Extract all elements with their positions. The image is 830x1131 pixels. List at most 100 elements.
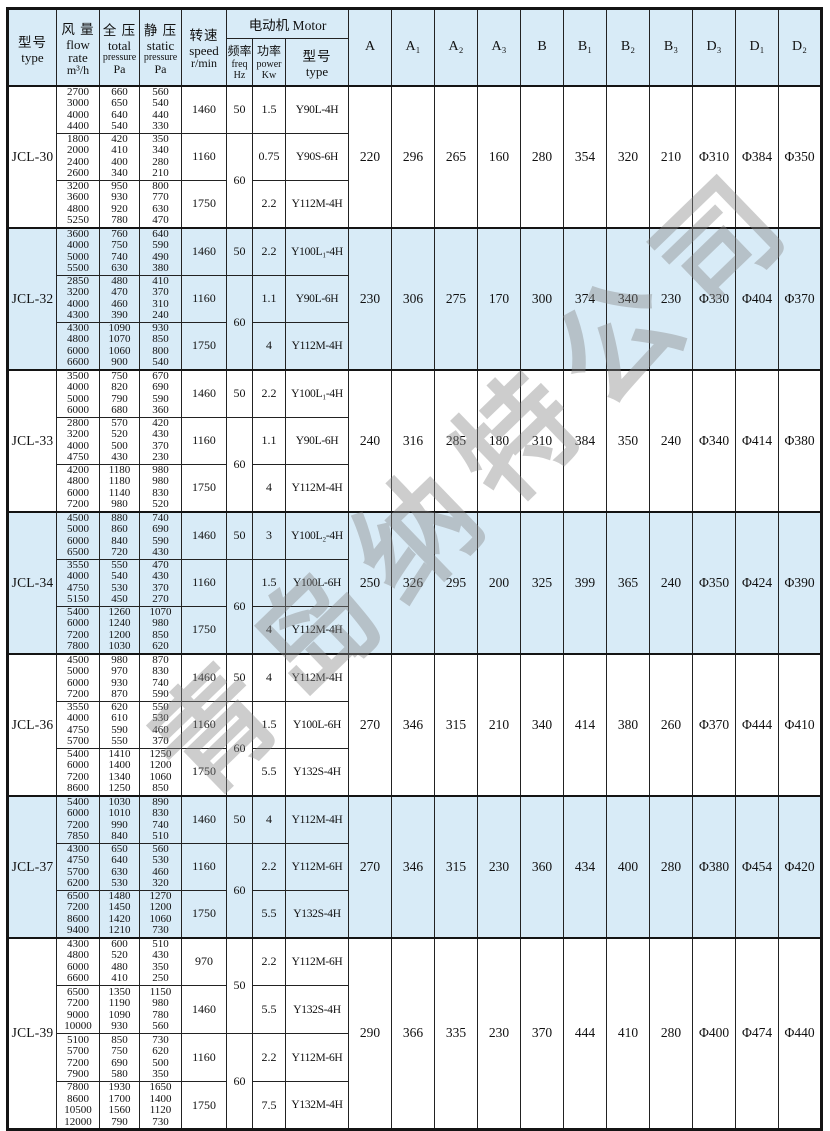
frequency-cell: 60 bbox=[226, 1033, 253, 1130]
total-pressure-cell: 980 970 930 870 bbox=[99, 652, 140, 702]
frequency-cell: 50 bbox=[226, 510, 253, 560]
col-header-flow-rate: 风 量 flow rate m³/h bbox=[56, 8, 100, 86]
motor-model-cell: Y112M-4H bbox=[284, 463, 350, 512]
dimension-cell-10: Φ440 bbox=[778, 936, 823, 1130]
power-cell: 1.5 bbox=[252, 700, 286, 749]
dimension-cell-1: 326 bbox=[391, 510, 436, 654]
total-pressure-cell: 1090 1070 1060 900 bbox=[99, 321, 140, 370]
col-header-motor-model: 型号 type bbox=[284, 38, 350, 86]
dimension-cell-4: 360 bbox=[520, 794, 565, 938]
dimension-cell-2: 275 bbox=[434, 226, 479, 370]
speed-cell: 1160 bbox=[181, 274, 227, 323]
spec-row: JCL-39 4300 4800 6000 6600 600 520 480 410… bbox=[7, 936, 823, 1130]
speed-cell: 1750 bbox=[181, 747, 227, 796]
speed-cell: 970 bbox=[181, 936, 227, 986]
frequency-cell: 50 bbox=[226, 936, 253, 1034]
total-pressure-cell: 950 930 920 780 bbox=[99, 179, 140, 228]
total-pressure-cell: 1410 1400 1340 1250 bbox=[99, 747, 140, 796]
dimension-cell-2: 315 bbox=[434, 794, 479, 938]
dimension-cell-3: 180 bbox=[477, 368, 522, 512]
dimension-cell-3: 170 bbox=[477, 226, 522, 370]
flow-rate-cell: 4500 5000 6000 7200 bbox=[56, 652, 100, 702]
speed-cell: 1750 bbox=[181, 1081, 227, 1130]
spec-row: JCL-32 3600 4000 5000 5500 760 750 740 630… bbox=[7, 226, 823, 370]
total-pressure-cell: 480 470 460 390 bbox=[99, 274, 140, 323]
static-pressure-cell: 870 830 740 590 bbox=[139, 652, 182, 702]
static-pressure-cell: 670 690 590 360 bbox=[139, 368, 182, 418]
col-header-frequency: 频率 freq Hz bbox=[226, 38, 253, 86]
motor-model-cell: Y90L-6H bbox=[284, 416, 350, 465]
static-pressure-cell: 510 430 350 250 bbox=[139, 936, 182, 986]
speed-cell: 1460 bbox=[181, 510, 227, 560]
flow-rate-cell: 7800 8600 10500 12000 bbox=[56, 1081, 100, 1130]
flow-rate-cell: 5400 6000 7200 8600 bbox=[56, 747, 100, 796]
speed-cell: 1460 bbox=[181, 226, 227, 276]
static-pressure-cell: 1150 980 780 560 bbox=[139, 985, 182, 1034]
dimension-cell-1: 366 bbox=[391, 936, 436, 1130]
motor-model-cell: Y100L₁-4H bbox=[284, 368, 350, 418]
col-header-dim-A: A bbox=[348, 8, 393, 86]
dimension-cell-2: 315 bbox=[434, 652, 479, 796]
flow-rate-cell: 4300 4800 6000 6600 bbox=[56, 321, 100, 370]
dimension-cell-7: 260 bbox=[649, 652, 694, 796]
power-cell: 4 bbox=[252, 794, 286, 844]
spec-row: 5400 6000 7200 8600 1410 1400 1340 1250 12… bbox=[8, 747, 822, 796]
dimension-cell-7: 280 bbox=[649, 794, 694, 938]
spec-row: 4300 4800 6000 6600 1090 1070 1060 900 930… bbox=[8, 321, 822, 370]
dimension-cell-6: 380 bbox=[606, 652, 651, 796]
col-header-dim-B2: B₂ bbox=[606, 8, 651, 86]
col-header-dim-A3: A₃ bbox=[477, 8, 522, 86]
flow-rate-cell: 4300 4800 6000 6600 bbox=[56, 936, 100, 986]
dimension-cell-0: 220 bbox=[348, 84, 393, 228]
dimension-cell-2: 285 bbox=[434, 368, 479, 512]
dimension-cell-8: Φ330 bbox=[692, 226, 737, 370]
motor-model-cell: Y112M-6H bbox=[284, 842, 350, 891]
static-pressure-cell: 730 620 500 350 bbox=[139, 1033, 182, 1082]
motor-model-cell: Y100L₁-4H bbox=[284, 226, 350, 276]
flow-rate-cell: 2800 3200 4000 4750 bbox=[56, 416, 100, 465]
fan-spec-table: 型号 type 风 量 flow rate m³/h 全 压 total pre… bbox=[6, 7, 824, 1131]
dimension-cell-3: 210 bbox=[477, 652, 522, 796]
spec-row: JCL-34 4500 5000 6000 6500 880 860 840 720… bbox=[7, 510, 823, 654]
model-label: JCL-36 bbox=[7, 652, 57, 796]
spec-row: JCL-33 3500 4000 5000 6000 750 820 790 680… bbox=[7, 368, 823, 512]
speed-cell: 1460 bbox=[181, 368, 227, 418]
dimension-cell-9: Φ454 bbox=[735, 794, 780, 938]
flow-rate-cell: 3500 4000 5000 6000 bbox=[56, 368, 100, 418]
static-pressure-cell: 930 850 800 540 bbox=[139, 321, 182, 370]
dimension-cell-4: 310 bbox=[520, 368, 565, 512]
col-header-total-pressure: 全 压 total pressure Pa bbox=[99, 8, 140, 86]
dimension-cell-5: 434 bbox=[563, 794, 608, 938]
dimension-cell-6: 350 bbox=[606, 368, 651, 512]
dimension-cell-4: 300 bbox=[520, 226, 565, 370]
dimension-cell-0: 270 bbox=[348, 794, 393, 938]
dimension-cell-6: 365 bbox=[606, 510, 651, 654]
total-pressure-cell: 570 520 500 430 bbox=[99, 416, 140, 465]
flow-rate-cell: 2850 3200 4000 4300 bbox=[56, 274, 100, 323]
total-pressure-cell: 1480 1450 1420 1210 bbox=[99, 889, 140, 938]
dimension-cell-2: 335 bbox=[434, 936, 479, 1130]
motor-model-cell: Y112M-6H bbox=[284, 1033, 350, 1082]
frequency-cell: 50 bbox=[226, 794, 253, 844]
dimension-cell-1: 346 bbox=[391, 794, 436, 938]
flow-rate-cell: 1800 2000 2400 2600 bbox=[56, 132, 100, 181]
static-pressure-cell: 560 530 460 320 bbox=[139, 842, 182, 891]
dimension-cell-9: Φ384 bbox=[735, 84, 780, 228]
static-pressure-cell: 980 980 830 520 bbox=[139, 463, 182, 512]
power-cell: 1.5 bbox=[252, 84, 286, 134]
motor-model-cell: Y112M-4H bbox=[284, 652, 350, 702]
total-pressure-cell: 760 750 740 630 bbox=[99, 226, 140, 276]
motor-model-cell: Y90L-4H bbox=[284, 84, 350, 134]
static-pressure-cell: 1650 1400 1120 730 bbox=[139, 1081, 182, 1130]
static-pressure-cell: 740 690 590 430 bbox=[139, 510, 182, 560]
speed-cell: 1160 bbox=[181, 558, 227, 607]
dimension-cell-10: Φ350 bbox=[778, 84, 823, 228]
dimension-cell-6: 410 bbox=[606, 936, 651, 1130]
motor-model-cell: Y112M-4H bbox=[284, 321, 350, 370]
speed-cell: 1160 bbox=[181, 700, 227, 749]
total-pressure-cell: 1180 1180 1140 980 bbox=[99, 463, 140, 512]
motor-model-cell: Y90L-6H bbox=[284, 274, 350, 323]
frequency-cell: 50 bbox=[226, 368, 253, 418]
flow-rate-cell: 3550 4000 4750 5150 bbox=[56, 558, 100, 607]
total-pressure-cell: 650 640 630 530 bbox=[99, 842, 140, 891]
